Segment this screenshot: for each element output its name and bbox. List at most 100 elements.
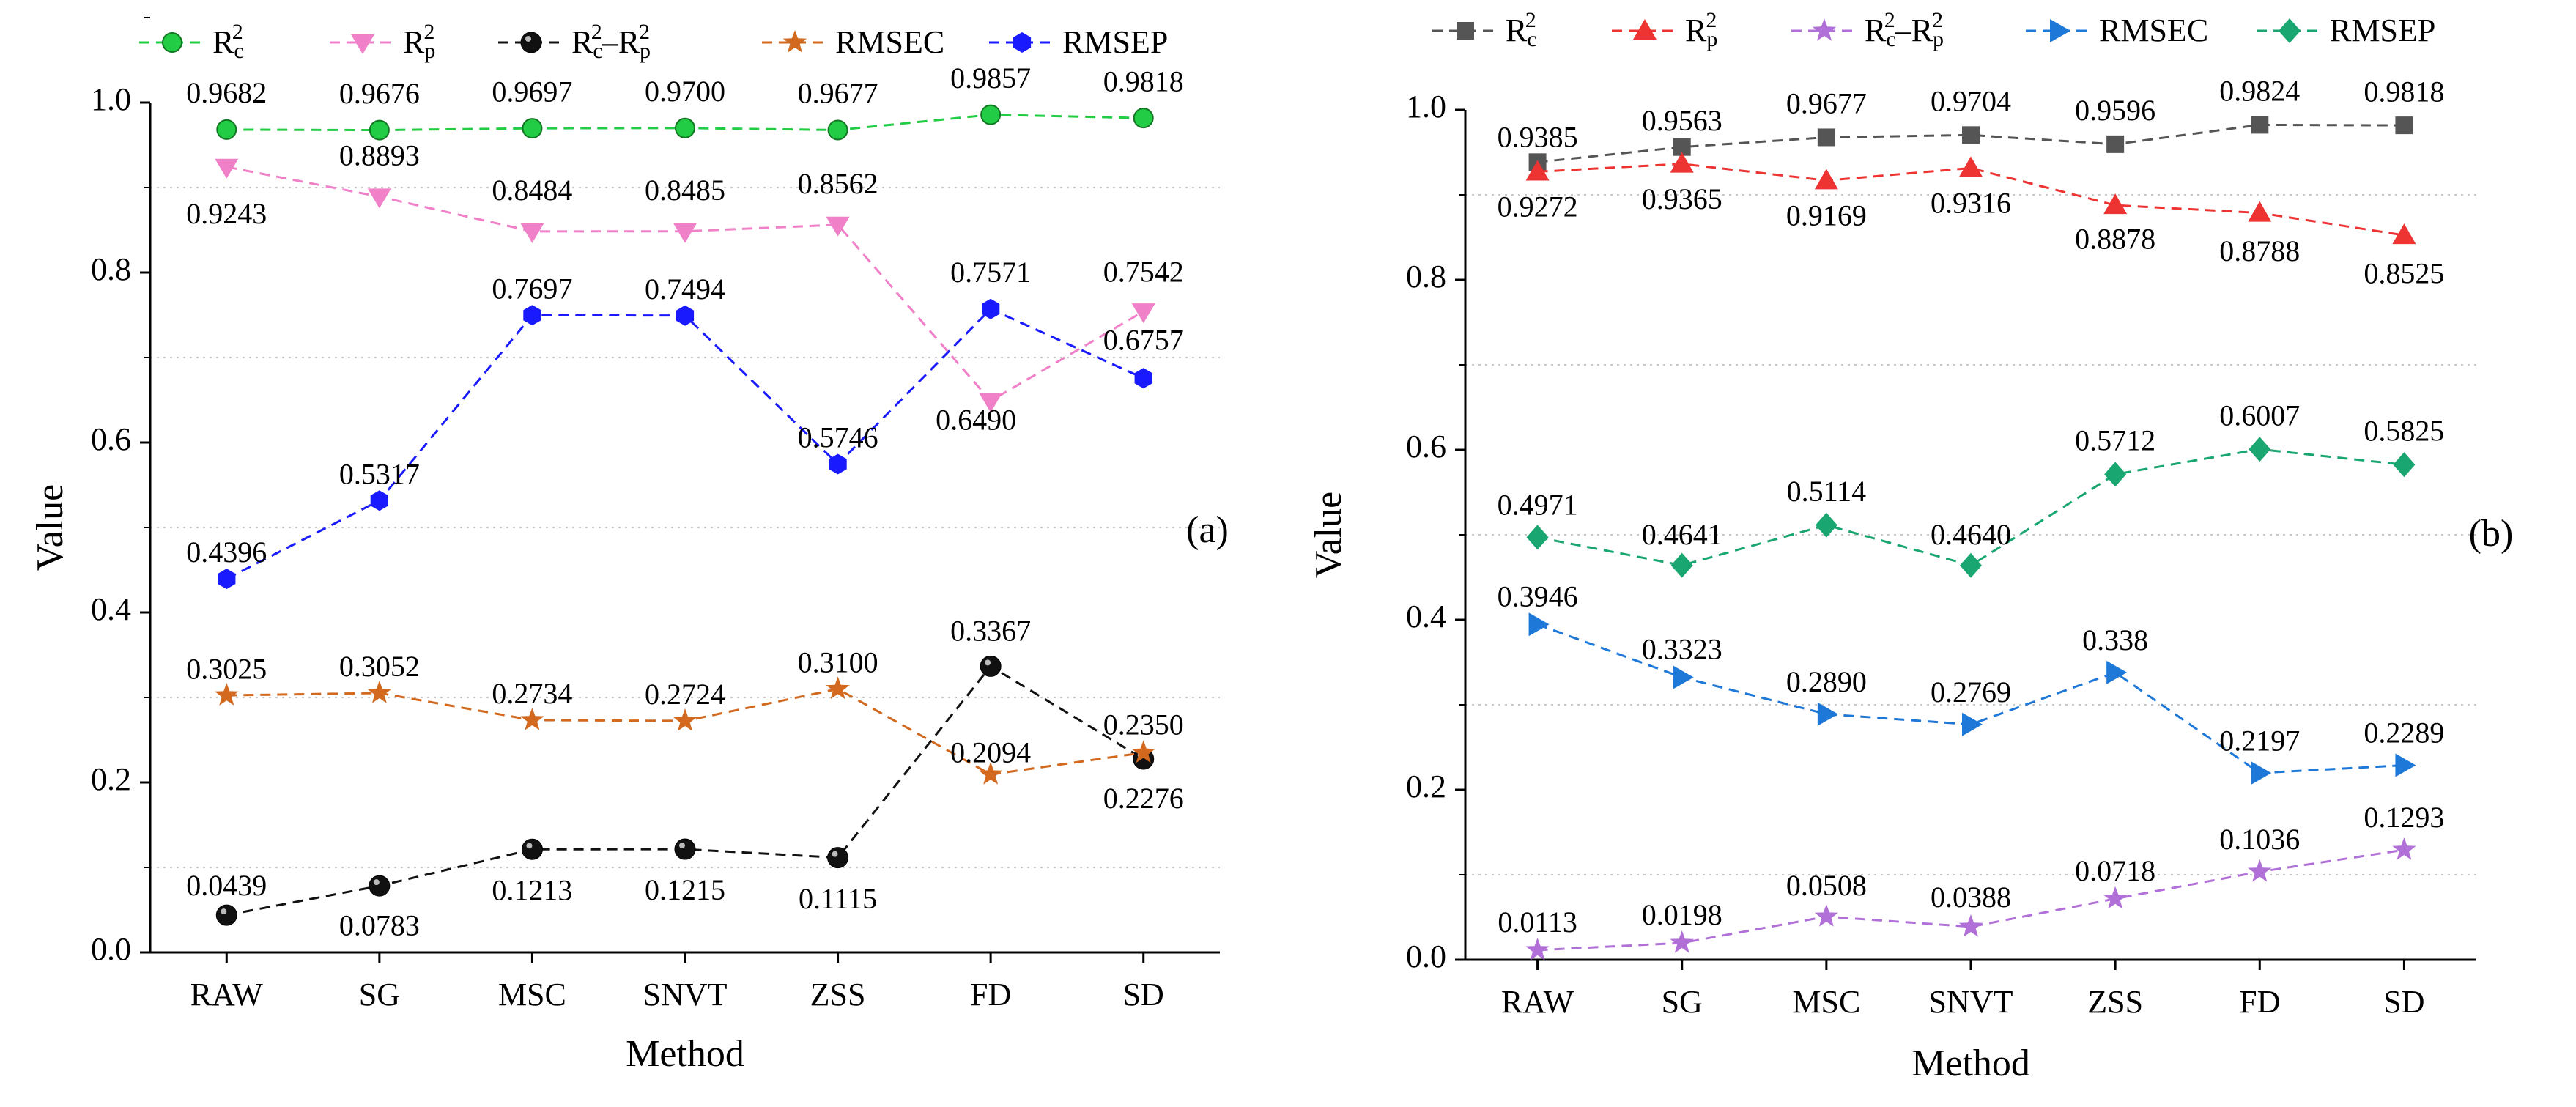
data-point bbox=[367, 188, 391, 209]
y-tick-label: 0.0 bbox=[1406, 938, 1446, 974]
data-label: 0.6007 bbox=[2219, 399, 2300, 432]
data-point-shape bbox=[1814, 904, 1838, 927]
x-axis-title: Method bbox=[626, 1033, 744, 1075]
legend-item: Rc2 bbox=[139, 20, 244, 63]
data-point-shape bbox=[2251, 761, 2272, 785]
x-tick-label: SD bbox=[2383, 984, 2424, 1020]
data-point-shape bbox=[2103, 886, 2128, 909]
data-point-shape bbox=[2251, 116, 2269, 134]
x-tick-label: SNVT bbox=[1929, 984, 2013, 1020]
data-label: 0.8562 bbox=[798, 167, 878, 200]
y-tick-label: 0.2 bbox=[1406, 769, 1446, 804]
data-point-shape bbox=[673, 708, 697, 731]
data-label: 0.7697 bbox=[492, 273, 572, 306]
data-point-shape bbox=[1962, 712, 1983, 736]
legend-label: RMSEP bbox=[2330, 12, 2435, 48]
x-tick-label: FD bbox=[2239, 984, 2280, 1020]
data-point-shape bbox=[367, 188, 391, 209]
data-point-highlight bbox=[679, 843, 685, 849]
data-point-shape bbox=[982, 298, 1000, 319]
data-label: 0.3100 bbox=[798, 646, 878, 679]
series-rc2-rp2: 0.0113 0.0198 0.0508 0.0388 0.0718 0.1036 0.12… bbox=[1498, 801, 2444, 960]
legend-item: RMSEC bbox=[2026, 12, 2208, 48]
data-point-shape bbox=[520, 707, 544, 730]
legend-marker bbox=[1812, 18, 1837, 41]
data-point bbox=[2395, 116, 2413, 135]
data-point-shape bbox=[1817, 128, 1835, 147]
data-point bbox=[827, 847, 849, 869]
data-point bbox=[1670, 152, 1694, 173]
legend-label: Rp2 bbox=[403, 20, 435, 63]
data-point bbox=[2249, 437, 2271, 462]
data-point-shape bbox=[2106, 135, 2125, 153]
legend-item: Rc2–Rp2 bbox=[1791, 8, 1944, 51]
data-label: 0.8878 bbox=[2075, 222, 2155, 255]
x-tick-label: ZSS bbox=[810, 977, 866, 1012]
series-rc2: 0.9682 0.9676 0.9697 0.9700 0.9677 0.9857 0.98… bbox=[186, 62, 1184, 141]
data-point bbox=[675, 117, 695, 138]
data-point-shape bbox=[523, 305, 541, 326]
series-rc2-rp2: 0.0439 0.0783 0.1213 0.1215 0.1115 0.3367 0.22… bbox=[186, 615, 1183, 942]
y-tick-label: 1.0 bbox=[91, 81, 131, 117]
data-label: 0.338 bbox=[2082, 623, 2148, 656]
data-label: 0.9243 bbox=[186, 197, 267, 230]
data-point-shape bbox=[2392, 223, 2416, 245]
data-point bbox=[370, 490, 388, 511]
data-label: 0.8484 bbox=[492, 174, 572, 207]
legend-marker-shape bbox=[351, 34, 374, 54]
data-point-shape bbox=[979, 762, 1003, 785]
data-point bbox=[367, 681, 391, 703]
data-point-shape bbox=[826, 676, 850, 700]
data-label: 0.9596 bbox=[2075, 94, 2155, 127]
panel-label: (a) bbox=[1186, 509, 1229, 551]
data-label: 0.8485 bbox=[645, 174, 725, 207]
legend-marker-shape bbox=[520, 32, 542, 53]
x-tick-label: SG bbox=[359, 977, 400, 1012]
x-tick-label: MSC bbox=[498, 977, 566, 1012]
data-label: 0.0783 bbox=[339, 908, 420, 941]
data-point bbox=[2392, 837, 2416, 860]
data-point bbox=[215, 158, 239, 179]
data-point-shape bbox=[2248, 201, 2272, 222]
data-label: 0.2276 bbox=[1103, 782, 1184, 815]
data-point bbox=[1817, 128, 1835, 147]
data-label: 0.9704 bbox=[1931, 85, 2011, 118]
data-point-highlight bbox=[526, 843, 533, 849]
data-label: 0.0113 bbox=[1498, 906, 1577, 938]
data-point bbox=[521, 838, 543, 860]
data-label: 0.9316 bbox=[1931, 187, 2011, 220]
data-point-shape bbox=[1131, 740, 1155, 763]
data-point-shape bbox=[1814, 169, 1838, 190]
data-point bbox=[980, 655, 1002, 677]
data-label: 0.3946 bbox=[1498, 580, 1578, 612]
data-point bbox=[1133, 108, 1154, 129]
legend-item: RMSEP bbox=[989, 24, 1168, 60]
data-point bbox=[2248, 859, 2272, 882]
legend-label: Rp2 bbox=[1685, 8, 1717, 51]
data-label: 0.7542 bbox=[1103, 255, 1184, 288]
data-label: 0.4640 bbox=[1931, 518, 2011, 551]
data-point-shape bbox=[1525, 937, 1550, 960]
data-point-shape bbox=[1815, 512, 1837, 538]
data-point-shape bbox=[827, 847, 849, 869]
data-point bbox=[216, 119, 237, 140]
x-tick-label: SG bbox=[1662, 984, 1703, 1020]
data-point bbox=[673, 708, 697, 731]
y-tick-label: 0.0 bbox=[91, 931, 131, 967]
series-rmsec: 0.3946 0.3323 0.2890 0.2769 0.338 0.2197 0.228… bbox=[1498, 580, 2444, 785]
data-label: 0.9676 bbox=[339, 77, 420, 110]
legend-marker-shape bbox=[1812, 18, 1837, 41]
data-point-highlight bbox=[373, 879, 380, 886]
data-point-shape bbox=[676, 305, 695, 326]
data-label: 0.9169 bbox=[1786, 199, 1867, 232]
data-label: 0.9818 bbox=[2364, 75, 2444, 108]
data-label: 0.8525 bbox=[2364, 256, 2444, 289]
data-point bbox=[1528, 612, 1550, 637]
data-label: 0.9824 bbox=[2219, 75, 2300, 108]
data-label: 0.0718 bbox=[2075, 854, 2155, 887]
data-point bbox=[2392, 223, 2416, 245]
data-point-shape bbox=[1133, 108, 1154, 129]
y-axis-title: Value bbox=[29, 484, 71, 571]
data-point bbox=[673, 223, 697, 243]
data-point-shape bbox=[2106, 660, 2128, 684]
